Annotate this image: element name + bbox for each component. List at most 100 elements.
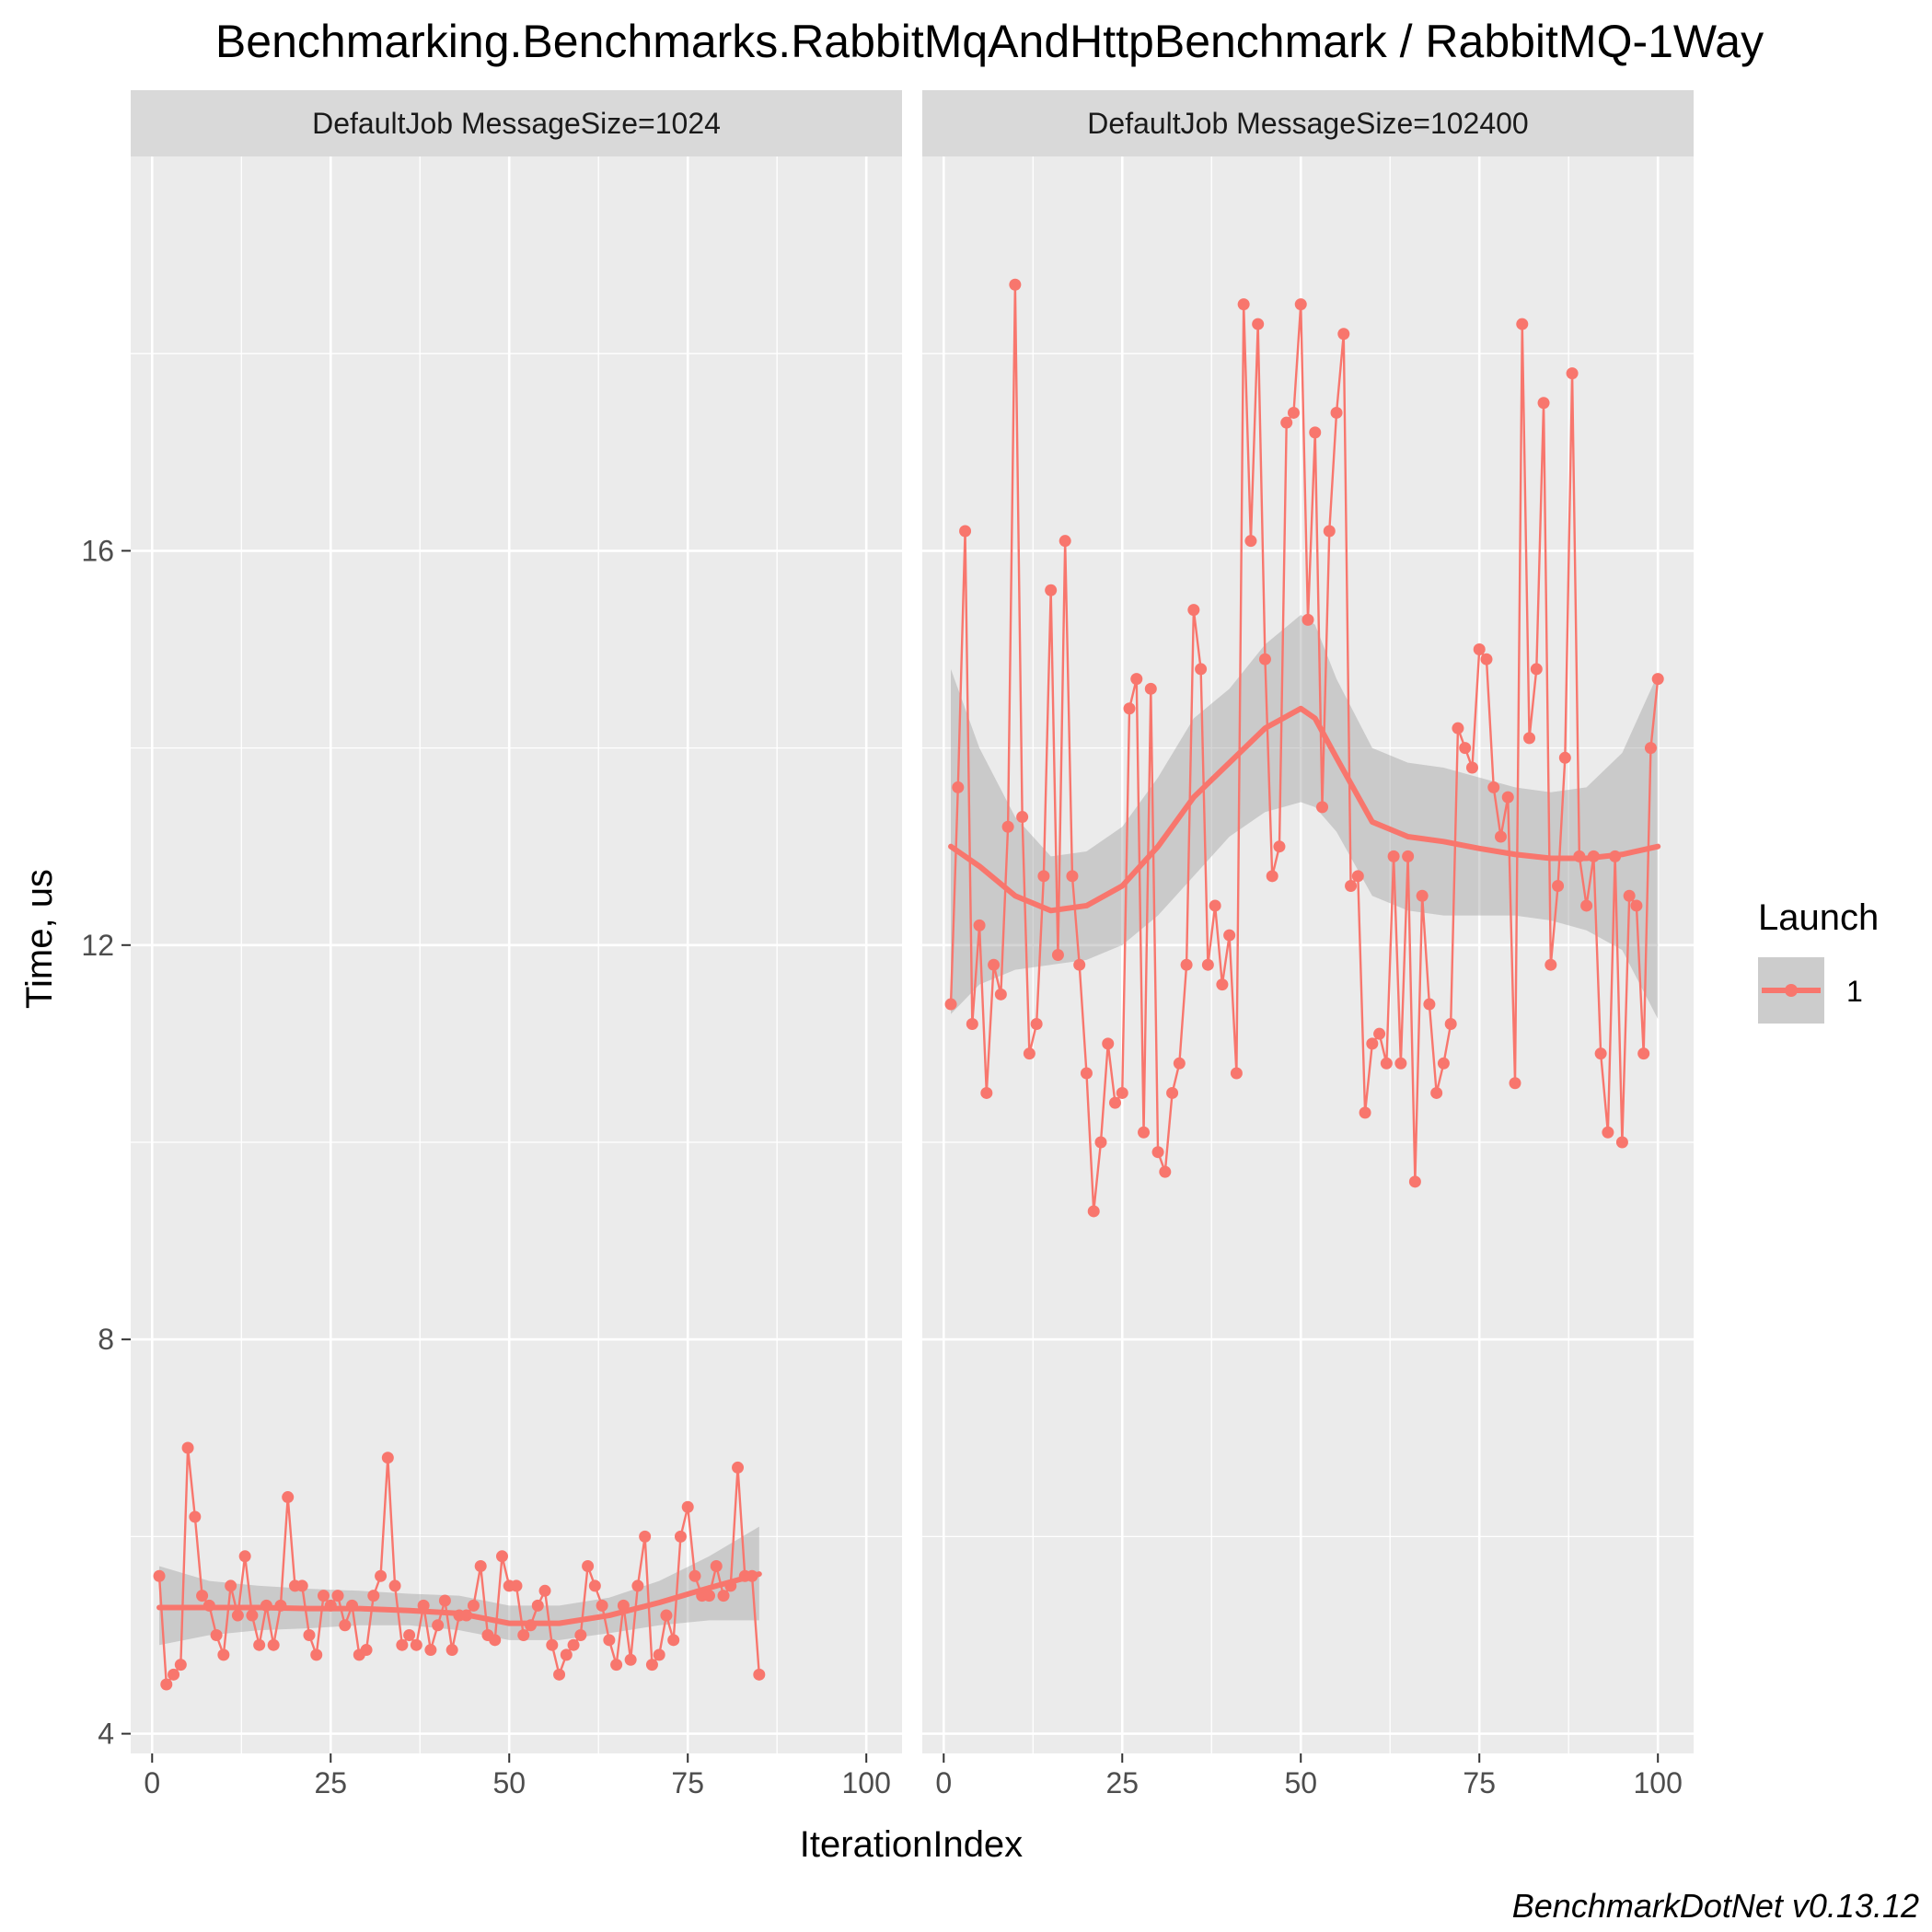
data-point bbox=[1037, 870, 1050, 883]
data-point bbox=[973, 919, 986, 931]
data-point bbox=[667, 1634, 680, 1647]
data-point bbox=[1073, 958, 1086, 971]
data-point bbox=[1387, 850, 1400, 862]
data-point bbox=[1266, 870, 1278, 883]
data-point bbox=[1408, 1175, 1421, 1188]
x-tick-label: 0 bbox=[144, 1766, 160, 1799]
panel-background bbox=[922, 156, 1694, 1753]
data-point bbox=[1258, 653, 1271, 665]
data-point bbox=[1216, 978, 1229, 991]
data-point bbox=[1151, 1146, 1164, 1159]
data-point bbox=[959, 525, 972, 538]
data-point bbox=[1180, 958, 1193, 971]
data-point bbox=[1080, 1067, 1093, 1080]
x-tick-label: 50 bbox=[492, 1766, 526, 1799]
data-point bbox=[1123, 702, 1136, 715]
data-point bbox=[1345, 880, 1358, 893]
data-point bbox=[553, 1668, 566, 1681]
data-point bbox=[531, 1599, 544, 1612]
data-point bbox=[1066, 870, 1079, 883]
data-point bbox=[1051, 949, 1064, 961]
data-point bbox=[1495, 830, 1507, 843]
data-point bbox=[1280, 416, 1293, 429]
data-point bbox=[1366, 1037, 1379, 1050]
data-point bbox=[639, 1530, 652, 1543]
data-point bbox=[1615, 1136, 1628, 1149]
data-point bbox=[703, 1590, 715, 1602]
data-point bbox=[567, 1638, 580, 1651]
data-point bbox=[582, 1560, 595, 1573]
data-point bbox=[210, 1628, 223, 1641]
data-point bbox=[1359, 1106, 1371, 1119]
strip-label: DefaultJob MessageSize=102400 bbox=[1087, 107, 1528, 140]
data-point bbox=[1316, 801, 1329, 814]
data-point bbox=[1594, 1047, 1607, 1060]
data-point bbox=[1465, 761, 1478, 774]
data-point bbox=[410, 1638, 422, 1651]
data-point bbox=[1059, 535, 1071, 548]
data-point bbox=[168, 1668, 180, 1681]
strip-background bbox=[922, 90, 1694, 156]
data-point bbox=[1109, 1096, 1121, 1109]
data-point bbox=[1201, 958, 1214, 971]
legend-label-1: 1 bbox=[1846, 975, 1863, 1008]
data-point bbox=[1416, 889, 1429, 902]
data-point bbox=[645, 1659, 658, 1672]
y-tick-label: 12 bbox=[81, 929, 114, 962]
data-point bbox=[1173, 1057, 1186, 1070]
data-point bbox=[1651, 673, 1664, 686]
series-line bbox=[949, 283, 1660, 1213]
data-point bbox=[1637, 1047, 1650, 1060]
data-point bbox=[181, 1441, 194, 1454]
data-point bbox=[331, 1590, 344, 1602]
data-point bbox=[952, 781, 965, 793]
data-point bbox=[1351, 870, 1364, 883]
caption: BenchmarkDotNet v0.13.12 bbox=[1512, 1887, 1919, 1925]
data-point bbox=[944, 998, 957, 1011]
legend: Launch 1 bbox=[1758, 897, 1879, 1024]
data-point bbox=[1001, 820, 1014, 833]
data-point bbox=[367, 1590, 380, 1602]
data-point bbox=[318, 1590, 330, 1602]
data-point bbox=[1287, 406, 1300, 419]
data-point bbox=[753, 1668, 766, 1681]
data-point bbox=[1294, 298, 1307, 311]
confidence-band bbox=[951, 615, 1659, 1020]
data-point bbox=[1159, 1165, 1172, 1178]
data-point bbox=[631, 1579, 644, 1592]
y-tick-label: 16 bbox=[81, 534, 114, 567]
data-point bbox=[588, 1579, 601, 1592]
data-point bbox=[1480, 653, 1493, 665]
data-point bbox=[1380, 1057, 1393, 1070]
data-point bbox=[1580, 899, 1593, 912]
data-point bbox=[295, 1579, 308, 1592]
x-tick-label: 100 bbox=[842, 1766, 891, 1799]
data-point bbox=[381, 1452, 394, 1464]
data-point bbox=[1437, 1057, 1450, 1070]
chart-title: Benchmarking.Benchmarks.RabbitMqAndHttpB… bbox=[215, 16, 1764, 67]
data-point bbox=[538, 1584, 551, 1597]
data-point bbox=[1630, 899, 1643, 912]
data-point bbox=[1452, 722, 1464, 735]
data-point bbox=[1230, 1067, 1243, 1080]
data-point bbox=[432, 1619, 445, 1632]
x-tick-label: 75 bbox=[1463, 1766, 1496, 1799]
smooth-line bbox=[156, 1571, 762, 1626]
data-point bbox=[339, 1619, 352, 1632]
x-tick-label: 25 bbox=[1105, 1766, 1139, 1799]
data-point bbox=[238, 1550, 251, 1563]
data-point bbox=[1373, 1027, 1386, 1040]
data-point bbox=[1273, 840, 1286, 853]
data-point bbox=[1459, 742, 1472, 755]
strip-background bbox=[131, 90, 902, 156]
data-point bbox=[610, 1659, 623, 1672]
data-point bbox=[445, 1644, 458, 1657]
data-point bbox=[1423, 998, 1436, 1011]
data-point bbox=[546, 1638, 559, 1651]
data-point bbox=[438, 1594, 451, 1607]
data-point bbox=[1244, 535, 1257, 548]
data-point bbox=[574, 1628, 587, 1641]
data-point bbox=[1252, 318, 1265, 330]
data-point bbox=[282, 1491, 295, 1504]
